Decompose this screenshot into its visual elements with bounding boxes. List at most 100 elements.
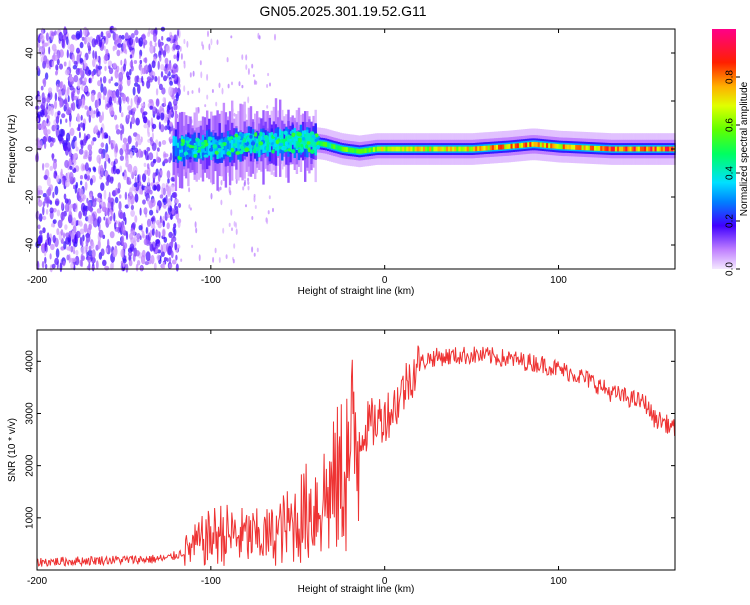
spectrogram-cell bbox=[65, 236, 70, 245]
spectrogram-cell bbox=[178, 141, 182, 150]
spectrogram-cell bbox=[157, 39, 161, 48]
spectrogram-cell bbox=[79, 188, 84, 197]
spectrogram-cell bbox=[111, 190, 116, 197]
spectrogram-cell bbox=[80, 122, 84, 128]
spectrogram-cell bbox=[68, 214, 72, 224]
spectrogram-cell bbox=[57, 219, 63, 229]
spectrogram-cell bbox=[136, 260, 141, 266]
spectrogram-cell bbox=[98, 148, 104, 155]
spectrogram-cell bbox=[48, 87, 53, 93]
spectrogram-cell bbox=[119, 148, 124, 156]
spectrogram-cell bbox=[122, 137, 128, 144]
spectrogram-cell bbox=[158, 83, 163, 91]
spectrogram-cell bbox=[529, 142, 532, 147]
spectrogram-cell bbox=[150, 198, 156, 207]
spectrogram-cell bbox=[479, 146, 482, 151]
spectrogram-cell bbox=[214, 247, 217, 254]
spectrogram-cell bbox=[654, 146, 657, 152]
spectrogram-cell bbox=[159, 54, 162, 62]
spectrogram-y-tick-label: 0 bbox=[25, 146, 36, 152]
spectrogram-cell bbox=[412, 146, 415, 152]
spectrogram-cell bbox=[61, 113, 66, 119]
spectrogram-cell bbox=[121, 235, 125, 245]
spectrogram-cell bbox=[129, 68, 132, 76]
spectrogram-cell bbox=[128, 37, 134, 46]
snr-frame bbox=[36, 329, 676, 571]
spectrogram-cell bbox=[150, 254, 155, 265]
spectrogram-cell bbox=[585, 145, 588, 151]
spectrogram-cell bbox=[300, 148, 304, 153]
spectrogram-cell bbox=[316, 144, 321, 150]
snr-y-tick-label: 4000 bbox=[25, 350, 36, 373]
spectrogram-cell bbox=[230, 147, 235, 152]
spectrogram-cell bbox=[387, 146, 390, 152]
spectrogram-cell bbox=[103, 216, 106, 221]
spectrogram-cell bbox=[512, 143, 515, 149]
spectrogram-cell bbox=[112, 165, 116, 172]
spectrogram-cell bbox=[245, 54, 248, 61]
spectrogram-y-label: Frequency (Hz) bbox=[7, 115, 18, 184]
spectrogram-cell bbox=[198, 254, 201, 262]
spectrogram-cell bbox=[604, 146, 607, 152]
spectrogram-cell bbox=[130, 65, 134, 72]
spectrogram-cell bbox=[173, 98, 178, 106]
spectrogram-cell bbox=[231, 81, 233, 86]
spectrogram-cell bbox=[109, 176, 114, 184]
spectrogram-cell bbox=[283, 145, 287, 150]
spectrogram-cell bbox=[175, 92, 179, 102]
spectrogram-cell bbox=[87, 144, 93, 151]
spectrogram-cell bbox=[97, 65, 103, 70]
spectrogram-cell bbox=[146, 80, 151, 89]
spectrogram-cell bbox=[37, 224, 41, 230]
spectrogram-cell bbox=[127, 135, 132, 145]
spectrogram-x-tick-label: -200 bbox=[27, 275, 47, 286]
spectrogram-cell bbox=[84, 105, 88, 110]
spectrogram-cell bbox=[150, 182, 154, 187]
spectrogram-cell bbox=[59, 262, 63, 273]
spectrogram-cell bbox=[218, 82, 221, 89]
spectrogram-cell bbox=[268, 138, 271, 153]
spectrogram-cell bbox=[168, 71, 171, 77]
spectrogram-cell bbox=[135, 117, 140, 126]
spectrogram-cell bbox=[69, 43, 75, 54]
spectrogram-cell bbox=[97, 80, 102, 87]
spectrogram-cell bbox=[475, 146, 478, 152]
spectrogram-cell bbox=[253, 195, 256, 203]
spectrogram-cell bbox=[147, 166, 151, 177]
spectrogram-cell bbox=[214, 150, 219, 155]
spectrogram-cell bbox=[143, 65, 146, 75]
spectrogram-cell bbox=[231, 139, 234, 152]
spectrogram-cell bbox=[335, 145, 338, 150]
spectrogram-cell bbox=[108, 191, 111, 202]
spectrogram-cell bbox=[416, 146, 420, 152]
spectrogram-cell bbox=[220, 199, 223, 206]
spectrogram-cell bbox=[226, 57, 229, 63]
spectrogram-cell bbox=[366, 147, 369, 153]
spectrogram-cell bbox=[525, 142, 528, 148]
spectrogram-cell bbox=[97, 239, 101, 250]
spectrogram-cell bbox=[37, 96, 42, 105]
spectrogram-cell bbox=[273, 143, 278, 148]
spectrogram-cell bbox=[120, 112, 124, 118]
spectrogram-cell bbox=[88, 153, 92, 162]
spectrogram-cell bbox=[151, 132, 154, 140]
spectrogram-cell bbox=[83, 77, 87, 84]
spectrogram-cell bbox=[209, 147, 214, 152]
spectrogram-cell bbox=[41, 243, 46, 248]
spectrogram-cell bbox=[153, 185, 157, 191]
spectrogram-cell bbox=[341, 146, 344, 152]
spectrogram-cell bbox=[114, 82, 119, 87]
spectrogram-cell bbox=[158, 141, 162, 148]
spectrogram-cell bbox=[230, 35, 233, 39]
spectrogram-cell bbox=[146, 163, 150, 170]
spectrogram-cell bbox=[71, 257, 77, 263]
spectrogram-cell bbox=[46, 96, 51, 103]
spectrogram-cell bbox=[180, 53, 183, 60]
spectrogram-cell bbox=[90, 92, 95, 103]
spectrogram-cell bbox=[69, 127, 75, 136]
spectrogram-cell bbox=[658, 146, 662, 152]
spectrogram-cell bbox=[173, 54, 177, 60]
spectrogram-cell bbox=[255, 146, 260, 152]
spectrogram-cell bbox=[89, 178, 93, 186]
spectrogram-cell bbox=[43, 77, 47, 88]
